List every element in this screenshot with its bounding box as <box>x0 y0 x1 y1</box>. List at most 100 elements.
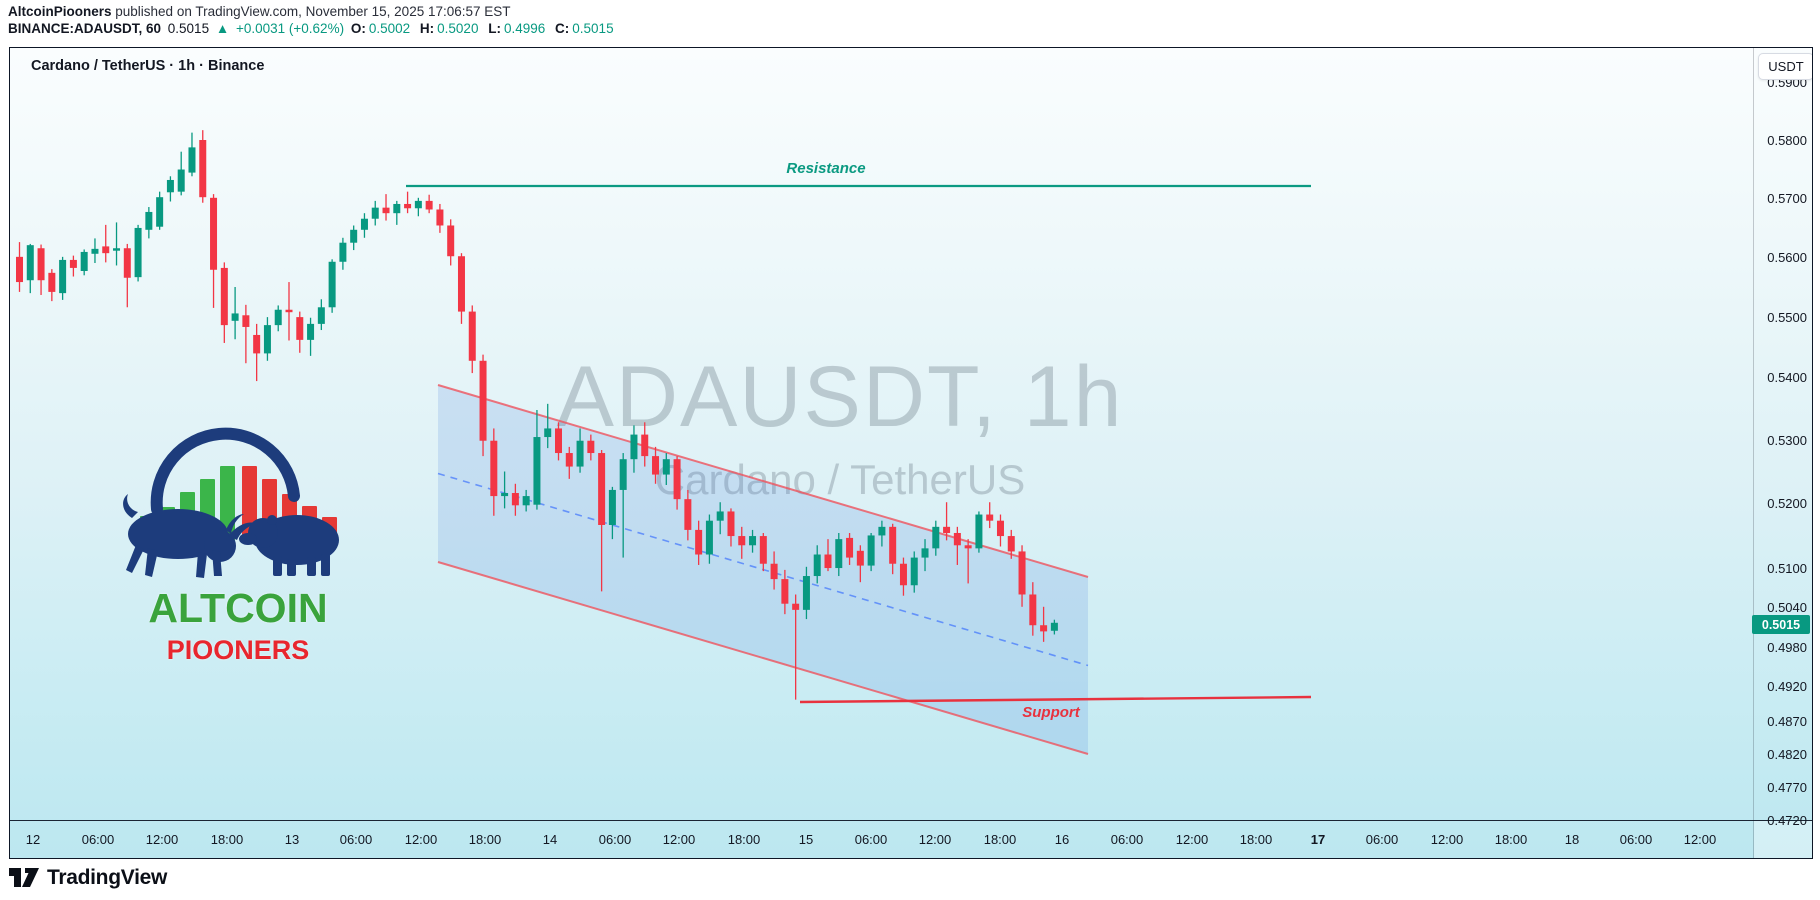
tradingview-attribution[interactable]: TradingView <box>8 861 167 895</box>
candle <box>705 514 713 564</box>
price-axis-label: 0.5400 <box>1767 369 1807 385</box>
candle <box>975 511 983 553</box>
currency-toggle-button[interactable]: USDT <box>1758 53 1812 80</box>
logo-text-altcoin: ALTCOIN <box>148 585 328 631</box>
time-axis-label: 12 <box>25 832 41 847</box>
open-label: O: <box>350 21 366 36</box>
candle <box>48 269 56 302</box>
chart-area[interactable]: ADAUSDT, 1h Cardano / TetherUS <box>9 47 1813 859</box>
candle <box>91 238 99 263</box>
price-change: +0.0031 (+0.62%) <box>235 21 345 36</box>
chart-legend-title[interactable]: Cardano / TetherUS · 1h · Binance <box>31 58 265 74</box>
time-axis-label: 18:00 <box>210 832 244 847</box>
last-price-badge: 0.5015 <box>1752 615 1810 634</box>
time-axis-label: 12:00 <box>1175 832 1209 847</box>
candle <box>856 545 864 583</box>
candle <box>835 532 843 577</box>
price-axis-label: 0.4920 <box>1767 678 1807 694</box>
candle <box>350 225 358 251</box>
channel-lower-line[interactable] <box>437 561 1089 755</box>
candle <box>231 286 239 340</box>
candle <box>113 222 121 266</box>
resistance-label: Resistance <box>786 160 866 177</box>
support-line[interactable] <box>799 695 1312 704</box>
candle <box>296 311 304 353</box>
candle <box>457 253 465 324</box>
candle <box>199 130 207 203</box>
time-axis-label: 12:00 <box>145 832 179 847</box>
last-price: 0.5015 <box>167 21 210 36</box>
low-value: 0.4996 <box>503 21 546 36</box>
candle <box>846 532 854 565</box>
candle <box>339 237 347 270</box>
time-axis-label: 06:00 <box>81 832 115 847</box>
candle <box>986 502 994 529</box>
candle <box>37 244 45 295</box>
candle <box>749 529 757 553</box>
candle <box>759 532 767 572</box>
bear-icon <box>239 515 339 576</box>
candle <box>425 194 433 214</box>
time-axis-label: 13 <box>284 832 300 847</box>
price-axis-label: 0.4980 <box>1767 639 1807 655</box>
candle <box>921 539 929 572</box>
low-label: L: <box>488 21 501 36</box>
candle <box>123 243 131 308</box>
high-value: 0.5020 <box>437 21 479 36</box>
axis-corner <box>1754 821 1812 858</box>
candle <box>1007 529 1015 559</box>
time-axis-label: 14 <box>542 832 558 847</box>
close-label: C: <box>555 21 570 36</box>
bull-bear-logo-icon <box>123 427 339 578</box>
time-axis-separator <box>10 820 1812 821</box>
time-axis-label: 06:00 <box>1619 832 1653 847</box>
time-axis-label: 06:00 <box>1365 832 1399 847</box>
time-axis-label: 06:00 <box>1110 832 1144 847</box>
price-axis-label: 0.5040 <box>1767 599 1807 615</box>
candle <box>716 502 724 535</box>
candle <box>177 151 185 196</box>
time-axis-label: 18:00 <box>727 832 761 847</box>
candle <box>145 207 153 239</box>
price-axis-separator <box>1753 48 1754 858</box>
candle <box>382 194 390 221</box>
altcoin-piooners-logo: ALTCOIN PIOONERS <box>110 415 370 715</box>
candle <box>695 520 703 565</box>
time-axis-label: 06:00 <box>854 832 888 847</box>
candle <box>738 526 746 559</box>
candle <box>414 197 422 217</box>
candle <box>371 200 379 226</box>
tradingview-brand-text: TradingView <box>47 866 168 889</box>
candle <box>436 203 444 233</box>
candle <box>727 508 735 547</box>
candle <box>166 176 174 202</box>
candle <box>102 224 110 263</box>
candle <box>16 242 23 292</box>
candle <box>156 191 164 230</box>
candle <box>943 502 951 541</box>
candle <box>317 299 325 331</box>
symbol-info-line: BINANCE:ADAUSDT, 60 0.5015 ▲ +0.0031 (+0… <box>8 21 620 36</box>
time-axis-label: 12:00 <box>1430 832 1464 847</box>
candle <box>188 132 196 177</box>
time-axis-label: 12:00 <box>404 832 438 847</box>
time-axis-label: 18:00 <box>1494 832 1528 847</box>
candle <box>792 594 800 700</box>
candle <box>878 520 886 547</box>
candle <box>1018 545 1026 607</box>
candle <box>964 539 972 584</box>
candle <box>889 523 897 575</box>
up-arrow-icon: ▲ <box>215 21 230 36</box>
candle <box>80 249 88 276</box>
candle <box>404 191 412 214</box>
price-axis-label: 0.5200 <box>1767 495 1807 511</box>
time-axis-label: 18:00 <box>1239 832 1273 847</box>
support-label: Support <box>1022 704 1080 721</box>
candle <box>69 255 77 277</box>
symbol-label: BINANCE:ADAUSDT, 60 <box>8 21 162 36</box>
price-axis-label: 0.4820 <box>1767 746 1807 762</box>
candle <box>996 514 1004 547</box>
candle <box>1040 606 1048 642</box>
price-axis-label: 0.4770 <box>1767 779 1807 795</box>
time-axis-label: 15 <box>798 832 814 847</box>
